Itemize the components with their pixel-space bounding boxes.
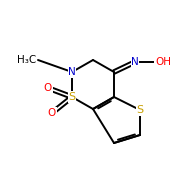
Text: S: S: [136, 105, 144, 115]
Text: OH: OH: [155, 57, 171, 67]
Text: H₃C: H₃C: [17, 55, 36, 65]
Text: N: N: [131, 57, 139, 67]
Text: N: N: [68, 67, 76, 77]
Text: O: O: [48, 108, 56, 118]
Text: O: O: [44, 83, 52, 93]
Text: S: S: [68, 92, 76, 102]
